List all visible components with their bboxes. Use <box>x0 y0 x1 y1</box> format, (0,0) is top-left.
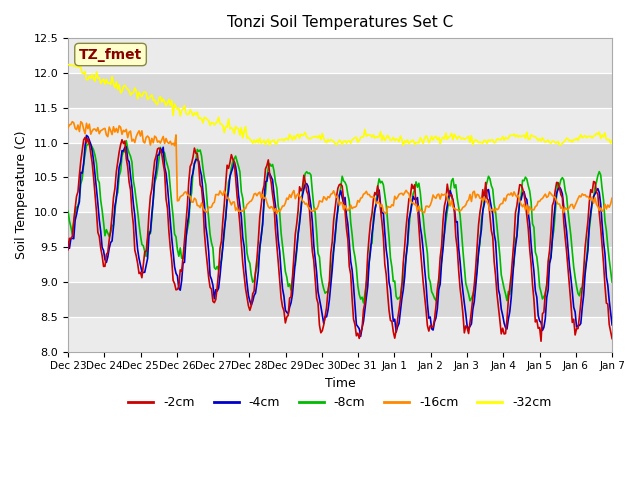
Text: TZ_fmet: TZ_fmet <box>79 48 142 61</box>
Title: Tonzi Soil Temperatures Set C: Tonzi Soil Temperatures Set C <box>227 15 453 30</box>
Bar <box>68 38 612 73</box>
Bar <box>68 73 612 108</box>
Bar <box>68 212 612 247</box>
Bar <box>68 108 612 143</box>
X-axis label: Time: Time <box>324 377 355 390</box>
Legend: -2cm, -4cm, -8cm, -16cm, -32cm: -2cm, -4cm, -8cm, -16cm, -32cm <box>124 391 557 414</box>
Y-axis label: Soil Temperature (C): Soil Temperature (C) <box>15 131 28 259</box>
Bar <box>68 143 612 178</box>
Bar <box>68 282 612 317</box>
Bar <box>68 317 612 351</box>
Bar <box>68 178 612 212</box>
Bar <box>68 247 612 282</box>
